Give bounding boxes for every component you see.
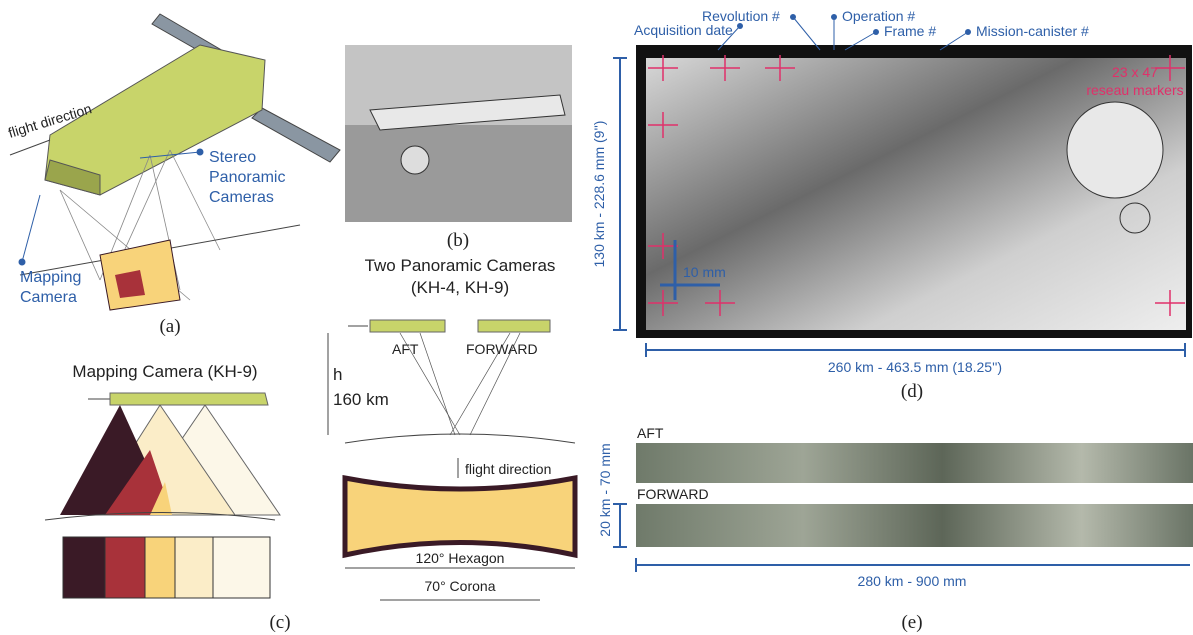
camera: [110, 393, 268, 405]
annotation: Operation #: [842, 8, 915, 24]
dimension-label: 260 km - 463.5 mm (18.25''): [828, 359, 1002, 375]
title: (KH-4, KH-9): [411, 278, 509, 297]
label: FORWARD: [637, 486, 709, 502]
earth-curve: [345, 434, 575, 443]
panel-c: Mapping Camera (KH-9) Two Panoramic Came…: [45, 256, 575, 633]
label: FORWARD: [466, 341, 538, 357]
footprint: [345, 478, 575, 555]
dimension: [613, 58, 627, 330]
panel-label: (e): [901, 612, 922, 633]
annotation: reseau markers: [1086, 82, 1183, 98]
dimension: [646, 343, 1185, 357]
dimension-label: 20 km - 70 mm: [597, 443, 613, 536]
arrow: [10, 140, 50, 155]
annotation: 10 mm: [683, 264, 726, 280]
camera: [370, 320, 445, 332]
panel-d: 23 x 47 reseau markers 10 mm Acquisition…: [591, 8, 1192, 402]
solar-panel: [252, 108, 340, 162]
annotation: Panoramic: [209, 169, 285, 186]
title: Mapping Camera (KH-9): [72, 362, 257, 381]
annotation: Mapping: [20, 269, 81, 286]
label: AFT: [392, 341, 419, 357]
annotation: Mission-canister #: [976, 23, 1089, 39]
annotation: Acquisition date: [634, 22, 733, 38]
page: flight direction Stereo Panoramic Camera…: [0, 0, 1193, 635]
label: 120° Hexagon: [416, 550, 505, 566]
strip: [636, 443, 1193, 483]
panel-label: (c): [269, 612, 290, 633]
leader: [22, 195, 40, 262]
panel-label: (a): [159, 316, 180, 337]
panel-b: (b): [345, 45, 572, 251]
magnifier: [1067, 102, 1163, 198]
dot: [19, 259, 26, 266]
annotation: flight direction: [465, 461, 551, 477]
annotation: Cameras: [209, 189, 274, 206]
capsule: [401, 146, 429, 174]
panel-label: (d): [901, 381, 923, 402]
annotation: Stereo: [209, 149, 256, 166]
annotation: Camera: [20, 289, 77, 306]
panel-e: AFT FORWARD 20 km - 70 mm 280 km - 900 m…: [597, 425, 1193, 633]
panel-label: (b): [447, 230, 469, 251]
figure: flight direction Stereo Panoramic Camera…: [0, 0, 1193, 635]
dimension-label: 280 km - 900 mm: [858, 573, 967, 589]
label: AFT: [637, 425, 664, 441]
footprint: [115, 270, 145, 298]
dimension-label: 130 km - 228.6 mm (9''): [591, 121, 607, 268]
panel-a: flight direction Stereo Panoramic Camera…: [6, 14, 340, 337]
dimension: [613, 504, 627, 547]
title: Two Panoramic Cameras: [365, 256, 556, 275]
dot: [197, 149, 204, 156]
dimension: [636, 558, 1190, 572]
label: h: [333, 365, 342, 384]
camera: [478, 320, 550, 332]
annotation: Frame #: [884, 23, 936, 39]
label: 160 km: [333, 390, 389, 409]
label: 70° Corona: [425, 578, 496, 594]
annotation: Revolution #: [702, 8, 780, 24]
strip: [636, 504, 1193, 547]
annotation: 23 x 47: [1112, 64, 1158, 80]
swatches: [63, 537, 270, 598]
